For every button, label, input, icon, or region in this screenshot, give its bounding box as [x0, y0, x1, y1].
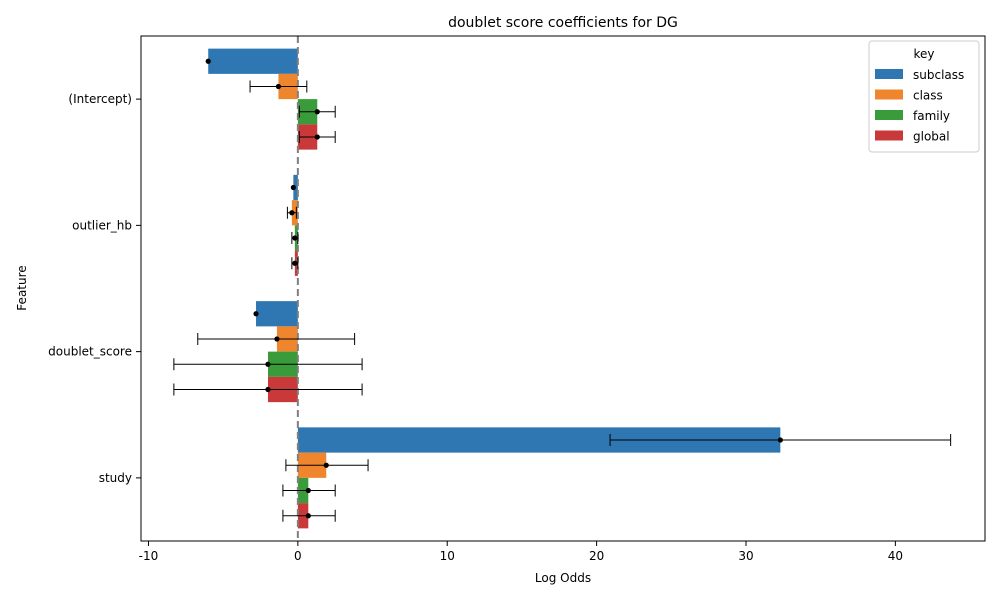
point-subclass	[205, 58, 211, 64]
point-family	[305, 487, 311, 494]
bar-subclass	[208, 48, 298, 74]
point-global	[314, 134, 320, 140]
x-axis-label: Log Odds	[535, 571, 591, 585]
chart-title: doublet score coefficients for DG	[448, 15, 678, 31]
legend-entry-class: class	[913, 89, 943, 103]
x-tick-label: 40	[888, 549, 903, 563]
x-tick-label: 20	[589, 549, 604, 563]
bar-subclass	[256, 301, 298, 327]
y-axis-label: Feature	[15, 265, 29, 310]
legend-entry-global: global	[913, 130, 950, 144]
legend-entry-family: family	[913, 109, 950, 123]
legend-swatch-global	[875, 130, 903, 141]
x-tick-label: 0	[294, 549, 302, 563]
x-tick-label: -10	[139, 549, 159, 563]
y-tick-label: doublet_score	[48, 345, 132, 359]
point-family	[265, 361, 271, 367]
point-global	[305, 513, 311, 519]
point-subclass	[290, 184, 296, 191]
point-class	[289, 210, 295, 216]
legend-entry-subclass: subclass	[913, 68, 964, 82]
point-global	[265, 386, 271, 393]
y-tick-label: (Intercept)	[68, 92, 132, 106]
legend-swatch-family	[875, 110, 903, 120]
legend-box	[868, 40, 980, 153]
point-family	[314, 109, 320, 115]
legend: key subclass class family global	[868, 40, 980, 153]
legend-title: key	[913, 47, 934, 61]
point-class	[275, 83, 282, 90]
x-tick-label: 30	[738, 549, 753, 563]
point-family	[292, 235, 298, 241]
legend-swatch-class	[875, 89, 903, 100]
point-class	[274, 336, 280, 342]
x-tick-label: 10	[440, 549, 455, 563]
point-global	[292, 260, 298, 266]
y-tick-label: outlier_hb	[72, 218, 132, 232]
plot-frame	[140, 35, 986, 542]
point-subclass	[777, 437, 783, 443]
point-subclass	[253, 311, 259, 317]
legend-swatch-subclass	[875, 69, 903, 79]
y-tick-label: study	[99, 471, 132, 485]
point-class	[323, 462, 329, 468]
